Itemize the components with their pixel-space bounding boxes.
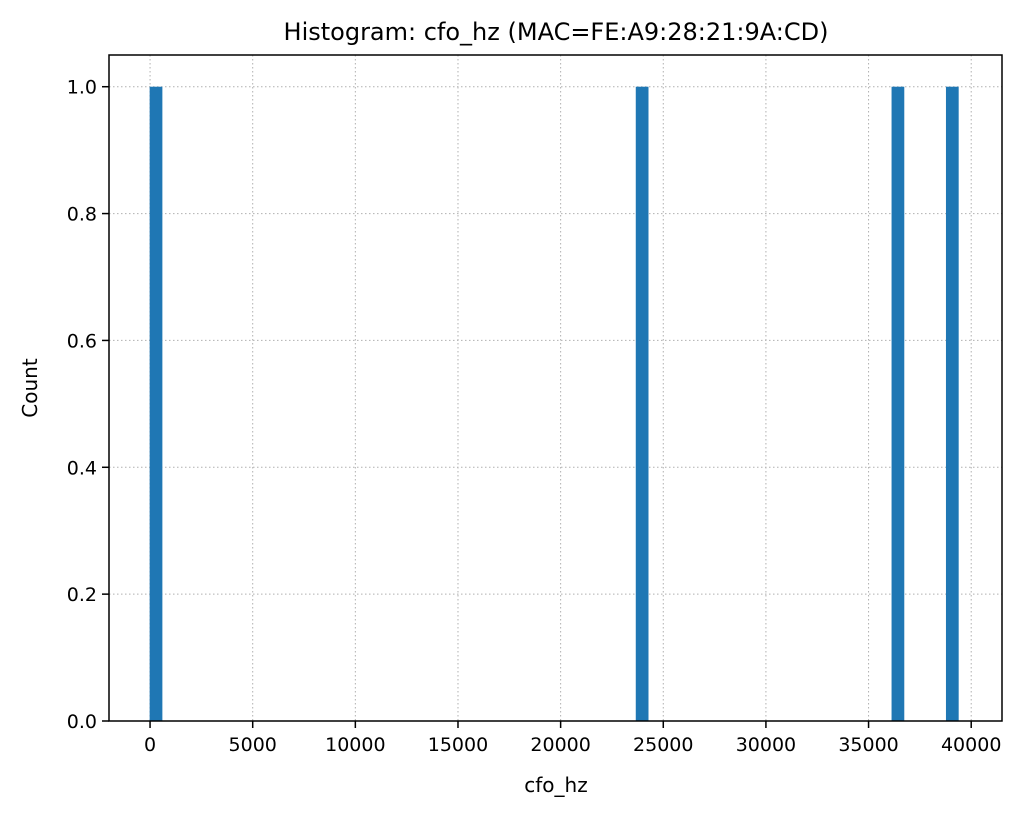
y-axis-label: Count — [18, 358, 42, 418]
y-tick-label: 0.0 — [67, 711, 97, 733]
x-tick-label: 5000 — [229, 734, 277, 756]
x-tick-label: 15000 — [428, 734, 488, 756]
y-tick-label: 0.4 — [67, 457, 97, 479]
x-axis-ticks: 0 5000 10000 15000 20000 25000 30000 35000 40000 — [144, 721, 1001, 756]
plot-frame — [108, 54, 1003, 722]
x-tick-label: 35000 — [838, 734, 898, 756]
histogram-bar — [635, 86, 649, 721]
y-tick-label: 0.2 — [67, 584, 97, 606]
x-tick-label: 10000 — [325, 734, 385, 756]
y-tick-label: 0.8 — [67, 204, 97, 226]
x-tick-label: 20000 — [530, 734, 590, 756]
x-tick-label: 25000 — [633, 734, 693, 756]
y-tick-label: 0.6 — [67, 330, 97, 352]
y-tick-label: 1.0 — [67, 77, 97, 99]
histogram-bars — [149, 86, 959, 721]
x-tick-label: 0 — [144, 734, 156, 756]
x-axis-label: cfo_hz — [524, 773, 587, 797]
x-tick-label: 30000 — [736, 734, 796, 756]
x-tick-label: 40000 — [941, 734, 1001, 756]
histogram-bar — [891, 86, 905, 721]
chart-title: Histogram: cfo_hz (MAC=FE:A9:28:21:9A:CD… — [284, 18, 829, 46]
y-axis-ticks: 0.0 0.2 0.4 0.6 0.8 1.0 — [67, 77, 109, 733]
histogram-bar — [149, 86, 163, 721]
histogram-bar — [945, 86, 959, 721]
grid-lines — [109, 55, 1002, 722]
